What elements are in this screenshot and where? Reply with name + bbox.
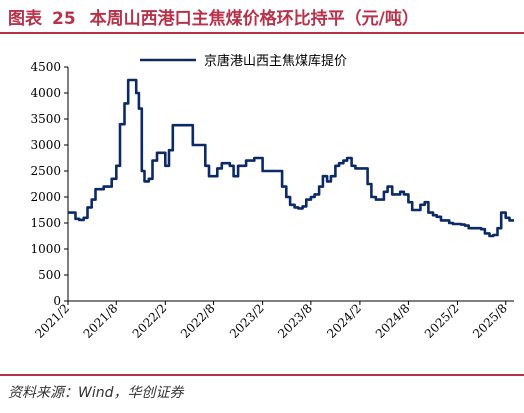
y-tick-label: 500 <box>38 268 61 282</box>
x-tick-label: 2022/8 <box>178 301 218 341</box>
source-note: 资料来源：Wind，华创证券 <box>8 385 184 401</box>
y-tick-label: 0 <box>53 294 61 308</box>
x-tick-label: 2025/8 <box>470 301 510 341</box>
figure-label: 图表 <box>8 9 42 29</box>
x-tick-label: 2024/8 <box>373 301 413 341</box>
x-tick-label: 2023/8 <box>275 301 315 341</box>
y-tick-label: 4000 <box>30 86 61 100</box>
y-tick-label: 4500 <box>30 60 61 74</box>
chart-title-text: 本周山西港口主焦煤价格环比持平（元/吨） <box>89 9 419 29</box>
y-tick-label: 2500 <box>30 164 61 178</box>
y-tick-label: 1500 <box>30 216 61 230</box>
x-tick-label: 2025/2 <box>422 301 462 341</box>
x-tick-label: 2022/2 <box>130 301 170 341</box>
y-tick-label: 1000 <box>30 242 61 256</box>
x-tick-label: 2021/2 <box>32 301 72 341</box>
series-line <box>68 78 514 238</box>
x-tick-label: 2024/2 <box>324 301 364 341</box>
title-divider <box>0 32 524 34</box>
footer-divider <box>0 374 524 376</box>
legend-label: 京唐港山西主焦煤库提价 <box>204 53 347 69</box>
x-tick-label: 2023/2 <box>227 301 267 341</box>
y-tick-label: 3000 <box>30 138 61 152</box>
chart-title: 图表 25 本周山西港口主焦煤价格环比持平（元/吨） <box>8 4 419 29</box>
y-tick-label: 2000 <box>30 190 61 204</box>
y-tick-label: 3500 <box>30 112 61 126</box>
x-tick-label: 2021/8 <box>81 301 121 341</box>
figure-number: 25 <box>52 9 76 29</box>
line-chart: 0 500 1000 1500 2000 2500 3000 3500 4000 4500 2021… <box>30 53 514 341</box>
